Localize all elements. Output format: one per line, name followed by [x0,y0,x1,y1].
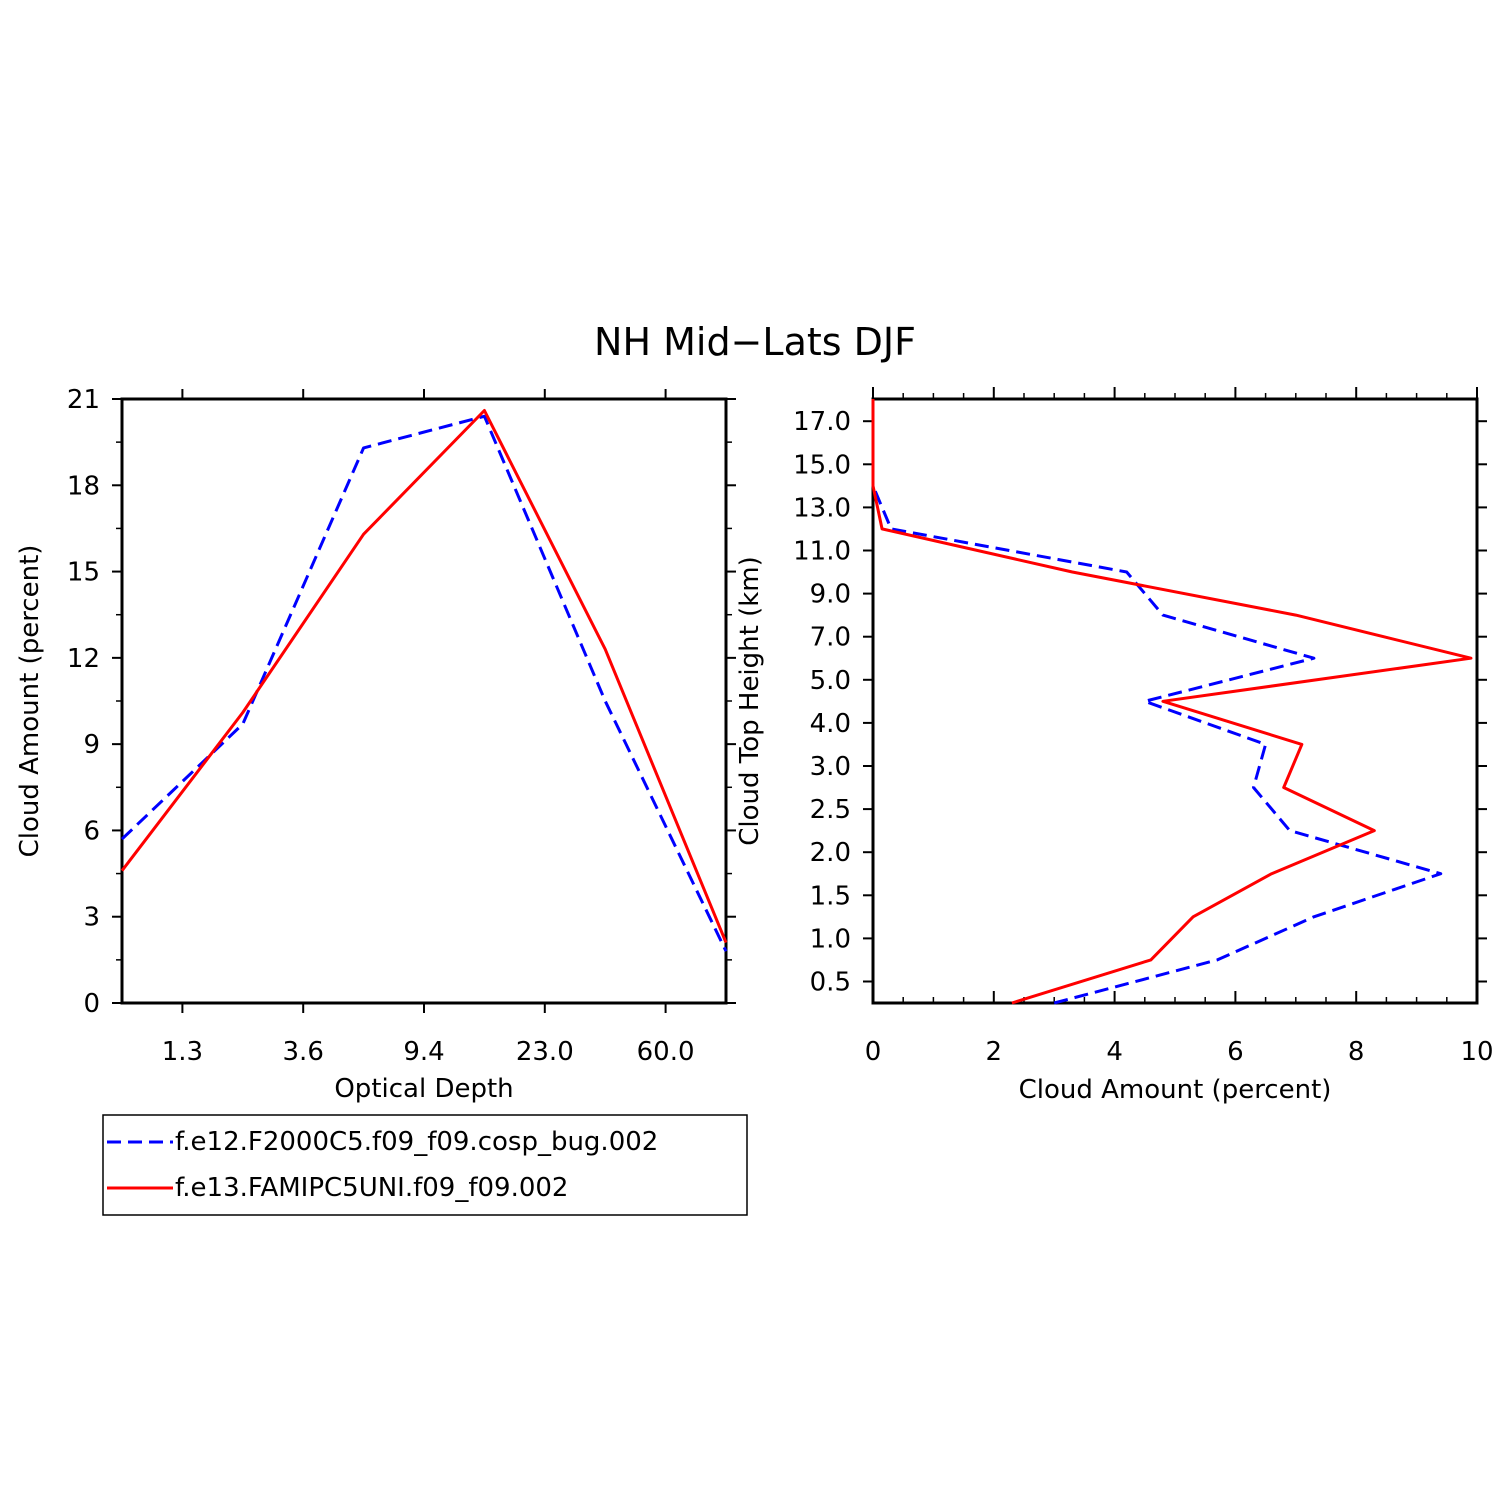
left-y-tick-label: 18 [67,471,100,501]
right-y-tick-label: 7.0 [810,623,851,653]
right-plot-xlabel: Cloud Amount (percent) [1019,1075,1332,1105]
right-x-tick-label: 2 [986,1037,1003,1067]
right-y-tick-label: 2.0 [810,838,851,868]
right-y-tick-label: 2.5 [810,795,851,825]
right-y-tick-label: 13.0 [793,493,851,523]
left-x-tick-label: 23.0 [516,1037,574,1067]
left-x-tick-label: 3.6 [283,1037,324,1067]
left-series-line-1 [120,409,728,944]
right-plot-ylabel: Cloud Top Height (km) [735,556,765,846]
right-y-tick-label: 3.0 [810,752,851,782]
right-y-tick-label: 1.0 [810,924,851,954]
right-y-tick-label: 17.0 [793,407,851,437]
right-y-tick-label: 5.0 [810,666,851,696]
left-series-line-0 [120,414,728,952]
optical-depth-plot: 0 3 6 9 12 15 18 21 1.3 3.6 9.4 23.0 60.0 Optical De… [15,385,736,1104]
left-y-tick-label: 3 [83,903,100,933]
right-y-tick-label: 1.5 [810,881,851,911]
left-plot-series [120,409,728,952]
figure-title: NH Mid−Lats DJF [594,320,916,364]
left-plot-xlabel: Optical Depth [334,1074,513,1104]
right-x-tick-label: 10 [1460,1037,1493,1067]
left-y-tick-label: 12 [67,644,100,674]
right-plot-ticks: 0 2 4 6 8 10 0.5 1.0 1.5 2.0 2.5 3.0 4.0 5.0 7.0 9.0 11.… [793,387,1494,1067]
right-series-line-0 [871,399,1443,1005]
left-x-tick-label: 9.4 [403,1037,444,1067]
right-series-line-1 [871,399,1473,1005]
left-y-tick-label: 6 [83,816,100,846]
left-plot-ticks: 0 3 6 9 12 15 18 21 1.3 3.6 9.4 23.0 60.0 [67,385,736,1067]
right-y-tick-label: 0.5 [810,968,851,998]
right-y-tick-label: 11.0 [793,537,851,567]
left-y-tick-label: 21 [67,385,100,415]
left-x-tick-label: 60.0 [637,1037,695,1067]
left-plot-frame [120,397,728,1005]
left-y-tick-label: 9 [83,730,100,760]
left-x-tick-label: 1.3 [162,1037,203,1067]
left-plot-ylabel: Cloud Amount (percent) [15,545,45,858]
right-x-tick-label: 6 [1227,1037,1244,1067]
right-plot-series [871,399,1473,1005]
legend-box [102,1114,748,1216]
right-x-tick-label: 4 [1106,1037,1123,1067]
legend-label-series-b: f.e13.FAMIPC5UNI.f09_f09.002 [175,1173,568,1203]
cloud-top-height-plot: 0 2 4 6 8 10 0.5 1.0 1.5 2.0 2.5 3.0 4.0 5.0 7.0 9.0 11.… [735,387,1494,1105]
left-y-tick-label: 15 [67,558,100,588]
legend-label-series-a: f.e12.F2000C5.f09_f09.cosp_bug.002 [175,1127,658,1157]
left-y-tick-label: 0 [83,989,100,1019]
legend: f.e12.F2000C5.f09_f09.cosp_bug.002 f.e13… [102,1114,748,1216]
right-x-tick-label: 8 [1348,1037,1365,1067]
right-x-tick-label: 0 [865,1037,882,1067]
right-y-tick-label: 9.0 [810,580,851,610]
right-y-tick-label: 4.0 [810,709,851,739]
right-y-tick-label: 15.0 [793,450,851,480]
